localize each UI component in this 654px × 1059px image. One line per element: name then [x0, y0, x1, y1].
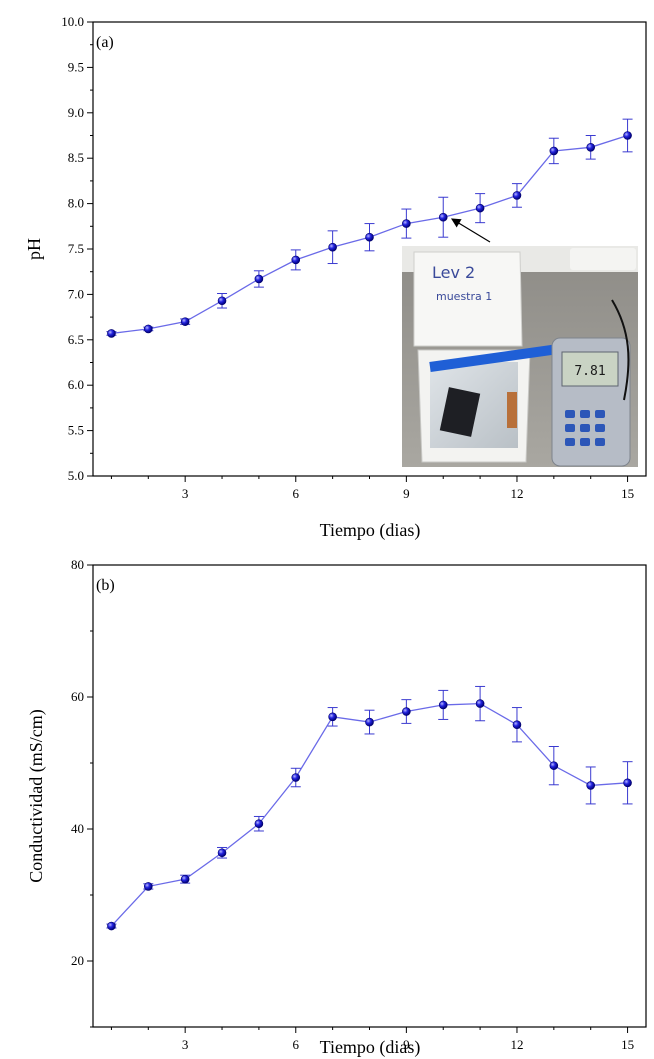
- data-point-a: [107, 329, 116, 338]
- photo-meter-buttons: [565, 410, 605, 446]
- x-axis-title-a: Tiempo (dias): [320, 520, 421, 541]
- data-point-b: [402, 707, 411, 716]
- photo-label-line1: Lev 2: [432, 263, 475, 282]
- panel-label-a: (a): [96, 34, 114, 51]
- x-tick-label-b: 3: [182, 1037, 189, 1052]
- x-tick-label-b: 6: [293, 1037, 300, 1052]
- data-point-a: [402, 219, 411, 228]
- data-point-b: [217, 848, 227, 858]
- x-tick-label-b: 12: [510, 1037, 523, 1052]
- x-tick-label-a: 3: [182, 486, 189, 501]
- x-tick-label-a: 9: [403, 486, 410, 501]
- series-line-b: [110, 702, 628, 927]
- y-tick-label-a: 8.5: [68, 150, 84, 165]
- photo-label-line2: muestra 1: [436, 290, 492, 303]
- y-tick-label-a: 6.5: [68, 332, 84, 347]
- data-point-b: [475, 699, 485, 708]
- photo-cable: [611, 299, 630, 401]
- photo-container-lid: [413, 251, 523, 347]
- data-point-a: [291, 255, 301, 265]
- chart-panel-b: (b) 3 6 9 12 15 20 40 60 80 Tiempo (dias) Conduc…: [26, 557, 647, 1058]
- data-point-b: [512, 720, 522, 730]
- y-tick-label-a: 7.0: [68, 286, 84, 301]
- y-tick-label-a: 8.0: [68, 196, 84, 211]
- axes-a: 3 6 9 12 15 5.0 5.5 6.0 6.5 7.0 7.5 8.0 8.5 9.0 9.5 10.…: [61, 14, 634, 501]
- y-axis-title-a: pH: [24, 238, 44, 260]
- data-point-a: [438, 212, 448, 222]
- y-tick-label-a: 5.0: [68, 468, 84, 483]
- data-point-a: [365, 232, 374, 242]
- data-point-b: [107, 921, 116, 931]
- y-tick-label-a: 5.5: [68, 423, 84, 438]
- data-point-b: [254, 819, 264, 829]
- x-tick-label-b: 15: [621, 1037, 634, 1052]
- panel-label-b: (b): [96, 577, 115, 594]
- x-axis-title-b: Tiempo (dias): [320, 1037, 421, 1058]
- photo-probe: [429, 343, 560, 372]
- data-point-a: [586, 143, 596, 152]
- annotation-arrow: [450, 218, 491, 243]
- data-point-a: [254, 274, 264, 284]
- data-point-a: [328, 242, 337, 252]
- y-tick-label-b: 40: [71, 821, 84, 836]
- data-point-b: [365, 717, 374, 727]
- photo-meter-display: [561, 351, 619, 387]
- x-tick-label-a: 12: [510, 486, 523, 501]
- axes-b: 3 6 9 12 15 20 40 60 80: [71, 557, 634, 1052]
- plot-frame-b: [92, 564, 647, 1028]
- data-point-a: [144, 324, 153, 334]
- data-point-b: [438, 700, 448, 710]
- data-point-b: [328, 712, 337, 722]
- x-tick-label-b: 9: [403, 1037, 410, 1052]
- y-tick-label-a: 9.0: [68, 105, 84, 120]
- photo-electrode-tip: [507, 392, 517, 428]
- y-tick-label-a: 9.5: [68, 59, 84, 74]
- y-tick-label-b: 20: [71, 953, 84, 968]
- data-point-b: [586, 781, 596, 790]
- y-tick-label-b: 60: [71, 689, 84, 704]
- photo-inset: Lev 2 muestra 1 7.81: [402, 246, 638, 467]
- data-point-b: [144, 882, 153, 891]
- x-tick-label-a: 6: [293, 486, 300, 501]
- data-point-b: [291, 773, 301, 782]
- photo-meter-reading: 7.81: [574, 364, 605, 379]
- data-point-a: [623, 131, 632, 140]
- series-a: [106, 118, 633, 338]
- x-tick-label-a: 15: [621, 486, 634, 501]
- data-point-b: [623, 778, 632, 788]
- data-point-a: [512, 191, 522, 200]
- y-tick-label-a: 7.5: [68, 241, 84, 256]
- photo-far-lid: [570, 248, 636, 270]
- data-point-b: [549, 761, 559, 770]
- photo-sample: [439, 387, 481, 437]
- y-tick-label-a: 10.0: [61, 14, 84, 29]
- chart-panel-a: (a) Lev 2 muestra 1 7.81: [24, 14, 647, 541]
- data-point-a: [217, 296, 227, 306]
- data-point-a: [475, 203, 485, 213]
- y-axis-title-b: Conductividad (mS/cm): [26, 709, 47, 882]
- y-tick-label-a: 6.0: [68, 377, 84, 392]
- data-point-b: [180, 874, 190, 884]
- data-point-a: [180, 317, 190, 326]
- data-point-a: [549, 146, 559, 156]
- y-tick-label-b: 80: [71, 557, 84, 572]
- series-b: [106, 685, 633, 931]
